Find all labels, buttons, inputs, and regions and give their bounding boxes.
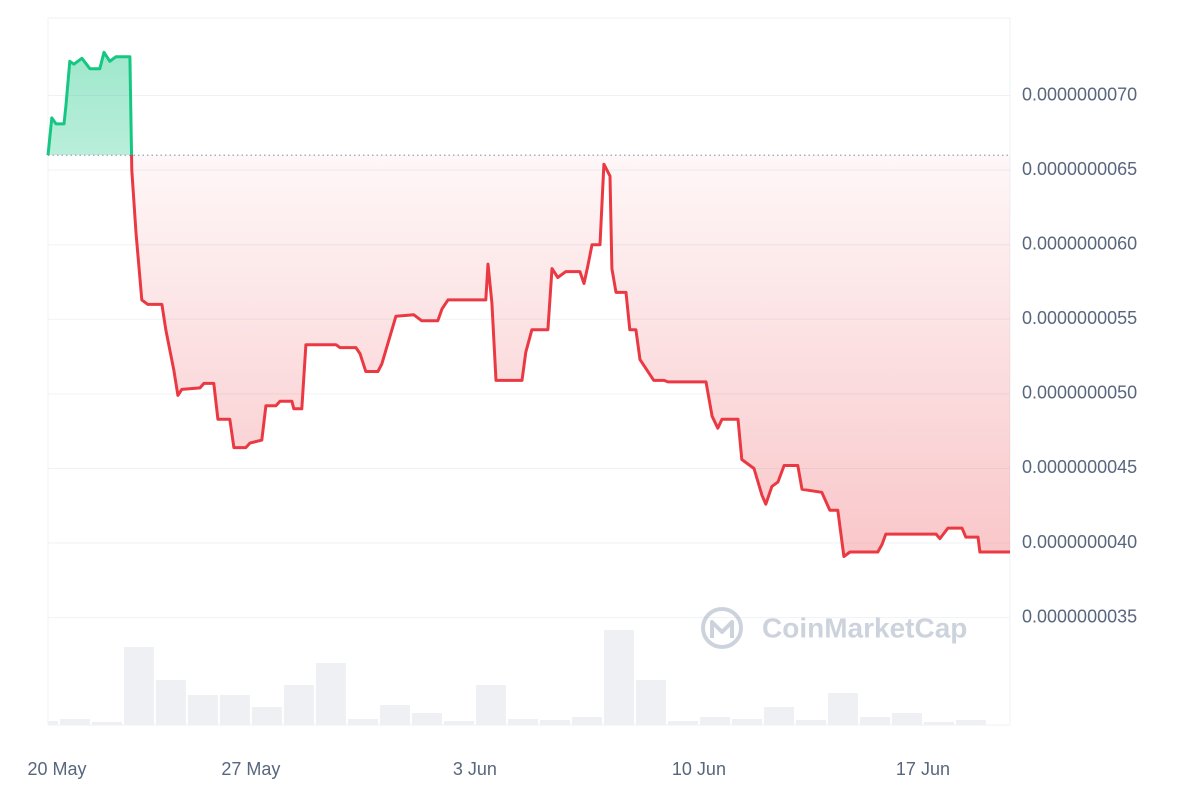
y-tick-label: 0.0000000035 [1022, 606, 1137, 626]
volume-bar [219, 695, 250, 725]
volume-layer [48, 630, 986, 725]
price-line [46, 50, 1010, 558]
volume-bar [347, 719, 378, 725]
volume-bar [187, 695, 218, 725]
axis-layer: 0.0000000035 0.0000000040 0.0000000045 0.00… [27, 84, 1137, 778]
volume-bar [699, 717, 730, 725]
volume-bar [603, 630, 634, 725]
volume-bar [411, 713, 442, 725]
volume-bar [859, 717, 890, 725]
volume-bar [91, 722, 122, 725]
volume-bar [827, 693, 858, 725]
watermark-logo-m [710, 620, 734, 638]
volume-bar [123, 647, 154, 725]
volume-bar [891, 713, 922, 725]
x-tick-label: 10 Jun [672, 759, 726, 779]
volume-bar [283, 685, 314, 725]
series-layer [46, 50, 1010, 558]
y-tick-label: 0.0000000045 [1022, 457, 1137, 477]
x-tick-label: 27 May [221, 759, 280, 779]
volume-bar [955, 720, 986, 725]
y-tick-label: 0.0000000070 [1022, 84, 1137, 104]
volume-bar [795, 720, 826, 725]
y-tick-label: 0.0000000050 [1022, 383, 1137, 403]
y-tick-label: 0.0000000060 [1022, 233, 1137, 253]
watermark-text: CoinMarketCap [762, 612, 967, 643]
volume-bar [155, 680, 186, 725]
volume-bar [475, 685, 506, 725]
volume-bar [571, 717, 602, 725]
volume-bar [507, 719, 538, 725]
x-tick-label: 17 Jun [896, 759, 950, 779]
watermark: CoinMarketCap [701, 607, 967, 649]
x-tick-label: 20 May [27, 759, 86, 779]
volume-bar [731, 719, 762, 725]
watermark-logo [701, 607, 743, 649]
volume-bar [251, 707, 282, 725]
volume-bar [667, 721, 698, 725]
volume-bar [48, 721, 58, 725]
y-tick-label: 0.0000000055 [1022, 308, 1137, 328]
volume-bar [763, 707, 794, 725]
volume-bar [443, 721, 474, 725]
volume-bar [635, 680, 666, 725]
volume-bar [923, 722, 954, 725]
volume-bar [59, 719, 90, 725]
volume-bar [539, 720, 570, 725]
volume-bar [379, 705, 410, 725]
volume-bar [315, 663, 346, 725]
x-tick-label: 3 Jun [453, 759, 497, 779]
y-tick-label: 0.0000000065 [1022, 159, 1137, 179]
price-area [48, 52, 1010, 557]
y-tick-label: 0.0000000040 [1022, 532, 1137, 552]
